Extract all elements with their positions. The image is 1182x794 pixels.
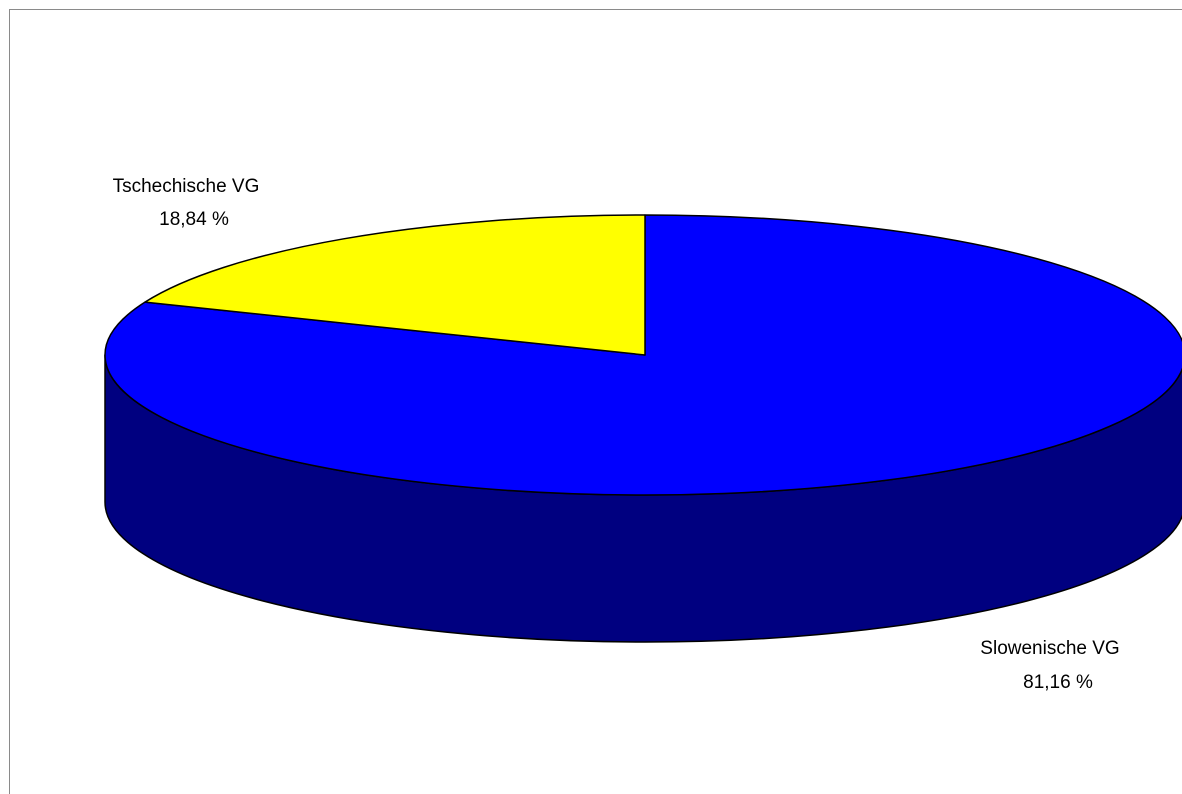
label-slowenische-vg: Slowenische VG xyxy=(980,638,1119,659)
value-label-slowenische-vg: 81,16 % xyxy=(1023,672,1093,693)
pie-labels: Tschechische VG 18,84 % Slowenische VG 8… xyxy=(113,176,1120,693)
slice-top-tschechische-vg xyxy=(144,214,646,356)
label-tschechische-vg: Tschechische VG xyxy=(113,176,260,197)
value-label-tschechische-vg: 18,84 % xyxy=(159,209,229,230)
pie-tops xyxy=(104,214,1182,496)
